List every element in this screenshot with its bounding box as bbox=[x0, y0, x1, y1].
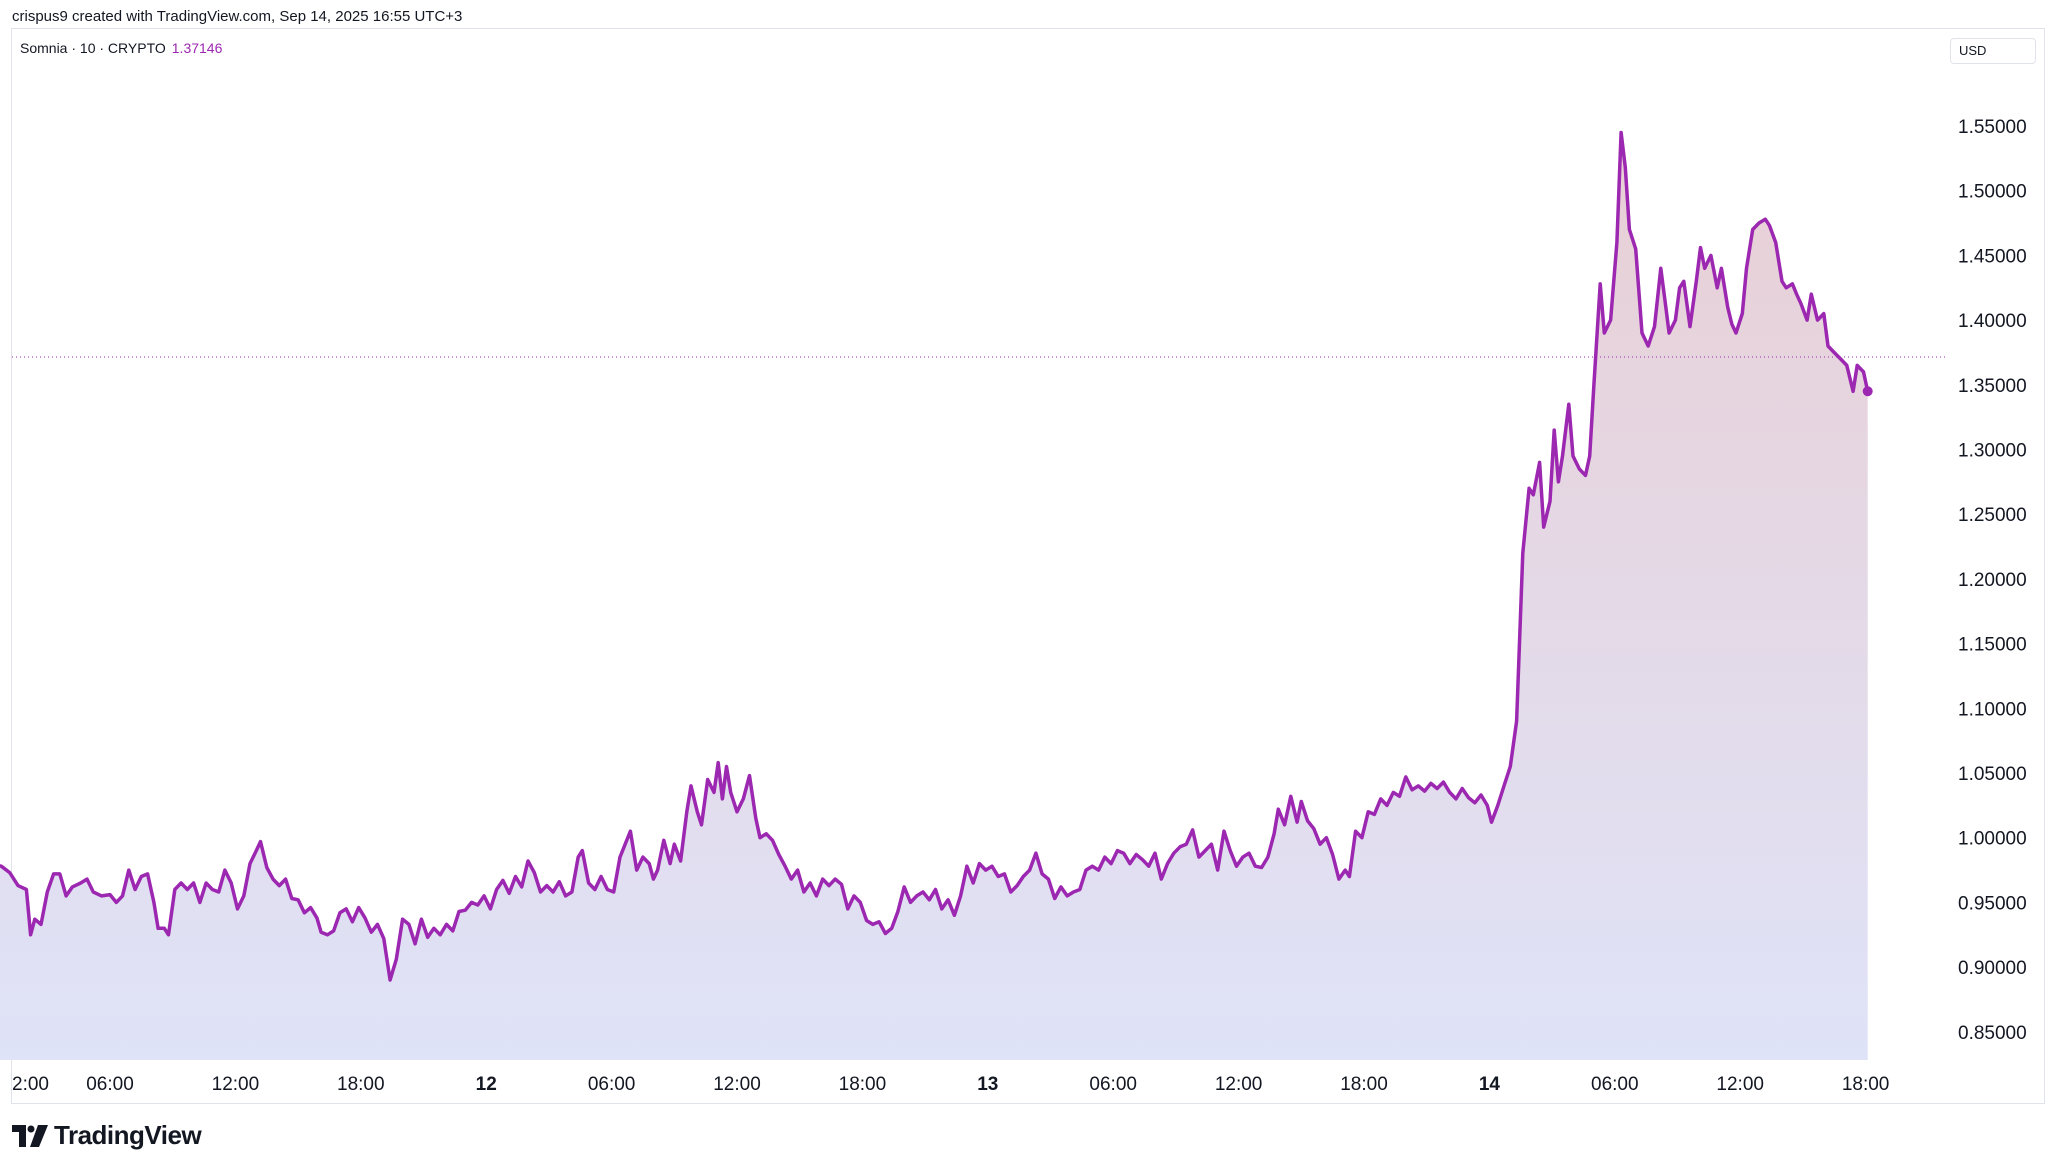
y-tick-label: 1.15000 bbox=[1958, 635, 2027, 656]
brand-name: TradingView bbox=[54, 1120, 202, 1150]
x-tick-label: 12:00 bbox=[212, 1074, 260, 1095]
x-tick-label: 13 bbox=[977, 1074, 998, 1095]
x-tick-label: 18:00 bbox=[337, 1074, 385, 1095]
currency-selector[interactable]: USD bbox=[1950, 38, 2036, 64]
symbol-name: Somnia · 10 · CRYPTO bbox=[20, 40, 166, 56]
x-tick-label: 2:00 bbox=[12, 1074, 49, 1095]
tradingview-logo-icon bbox=[12, 1124, 48, 1147]
y-tick-label: 0.90000 bbox=[1958, 958, 2027, 979]
y-tick-label: 1.05000 bbox=[1958, 764, 2027, 785]
y-tick-label: 1.35000 bbox=[1958, 376, 2027, 397]
x-tick-label: 06:00 bbox=[86, 1074, 134, 1095]
last-value: 1.37146 bbox=[171, 40, 223, 56]
x-tick-label: 18:00 bbox=[1340, 1074, 1388, 1095]
y-tick-label: 1.30000 bbox=[1958, 441, 2027, 462]
y-axis-labels: 1.55000 1.50000 1.45000 1.40000 1.35000 1.300… bbox=[1958, 117, 2027, 1044]
y-tick-label: 0.95000 bbox=[1958, 893, 2027, 914]
x-tick-label: 14 bbox=[1479, 1074, 1501, 1095]
x-tick-label: 18:00 bbox=[1842, 1074, 1890, 1095]
x-tick-label: 18:00 bbox=[839, 1074, 887, 1095]
y-tick-label: 1.00000 bbox=[1958, 829, 2027, 850]
price-series-line bbox=[0, 130, 1870, 982]
price-area-fill bbox=[0, 132, 1868, 1060]
x-tick-label: 06:00 bbox=[1089, 1074, 1137, 1095]
y-tick-label: 1.25000 bbox=[1958, 505, 2027, 526]
symbol-legend[interactable]: Somnia · 10 · CRYPTO 1.37146 bbox=[20, 40, 222, 56]
area-layer bbox=[0, 130, 1945, 1060]
y-tick-label: 1.55000 bbox=[1958, 117, 2027, 138]
chart-frame bbox=[11, 28, 2045, 1104]
x-tick-label: 12:00 bbox=[713, 1074, 761, 1095]
x-tick-label: 12:00 bbox=[1215, 1074, 1263, 1095]
y-tick-label: 1.40000 bbox=[1958, 311, 2027, 332]
y-tick-label: 1.50000 bbox=[1958, 182, 2027, 203]
y-tick-label: 1.45000 bbox=[1958, 246, 2027, 267]
x-axis-labels: 2:00 06:00 12:00 18:00 12 06:00 12:00 18:00 13 06… bbox=[12, 1074, 1889, 1095]
y-tick-label: 1.10000 bbox=[1958, 699, 2027, 720]
chart-caption: crispus9 created with TradingView.com, S… bbox=[12, 8, 463, 25]
y-tick-label: 1.20000 bbox=[1958, 570, 2027, 591]
x-tick-label: 12:00 bbox=[1716, 1074, 1764, 1095]
tradingview-brand[interactable]: TradingView bbox=[12, 1120, 202, 1151]
x-tick-label: 12 bbox=[476, 1074, 497, 1095]
y-tick-label: 0.85000 bbox=[1958, 1023, 2027, 1044]
x-tick-label: 06:00 bbox=[1591, 1074, 1639, 1095]
x-tick-label: 06:00 bbox=[588, 1074, 636, 1095]
last-point-marker bbox=[1862, 386, 1873, 397]
